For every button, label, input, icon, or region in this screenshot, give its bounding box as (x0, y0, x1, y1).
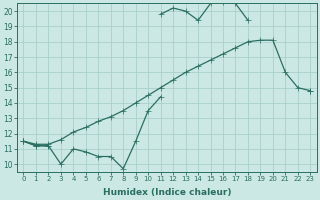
X-axis label: Humidex (Indice chaleur): Humidex (Indice chaleur) (103, 188, 231, 197)
